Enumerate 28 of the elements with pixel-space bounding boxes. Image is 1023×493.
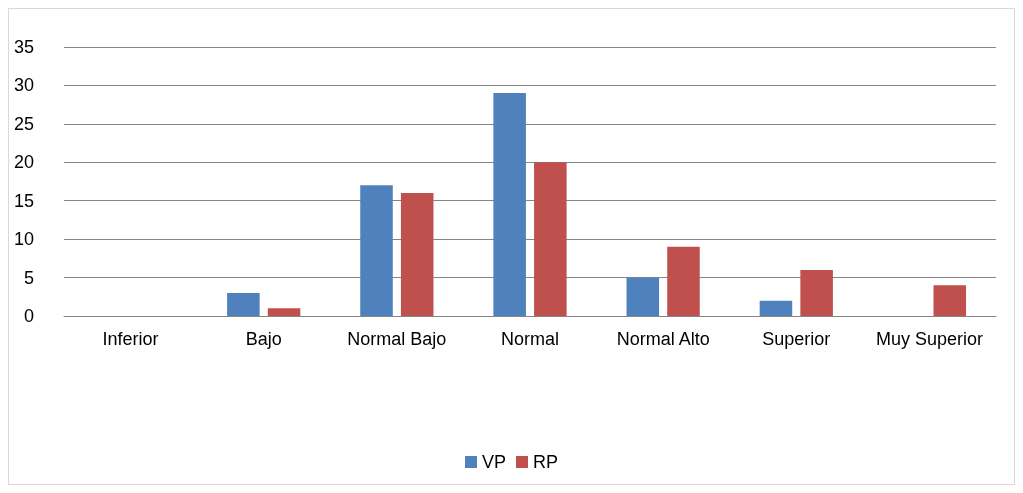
bar bbox=[400, 193, 434, 316]
x-tick-label: Muy Superior bbox=[875, 329, 983, 349]
y-tick-label: 10 bbox=[13, 229, 34, 250]
bar bbox=[800, 269, 833, 316]
y-tick-label: 25 bbox=[13, 113, 34, 134]
x-tick-label: Normal Alto bbox=[616, 329, 710, 349]
bar bbox=[493, 93, 526, 316]
bar bbox=[227, 292, 260, 316]
x-tick-label: Superior bbox=[762, 329, 831, 349]
y-tick-label: 30 bbox=[13, 75, 34, 96]
x-tick-label: Inferior bbox=[102, 329, 159, 349]
y-tick-label: 15 bbox=[13, 190, 34, 211]
x-tick-label: Normal bbox=[500, 329, 560, 349]
y-tick-label: 0 bbox=[23, 306, 34, 326]
bar bbox=[534, 162, 567, 316]
x-tick-label: Bajo bbox=[245, 329, 282, 349]
bar bbox=[626, 277, 660, 316]
y-tick-label: 20 bbox=[13, 152, 34, 173]
bar bbox=[267, 308, 301, 316]
x-tick-label: Normal Bajo bbox=[347, 329, 447, 349]
bar bbox=[667, 246, 700, 316]
legend-label: RP bbox=[533, 452, 559, 472]
bar bbox=[759, 300, 793, 316]
y-tick-label: 35 bbox=[13, 37, 34, 57]
bar bbox=[933, 285, 967, 316]
bar bbox=[360, 185, 393, 316]
y-tick-label: 5 bbox=[23, 267, 34, 288]
legend-label: VP bbox=[481, 452, 507, 472]
